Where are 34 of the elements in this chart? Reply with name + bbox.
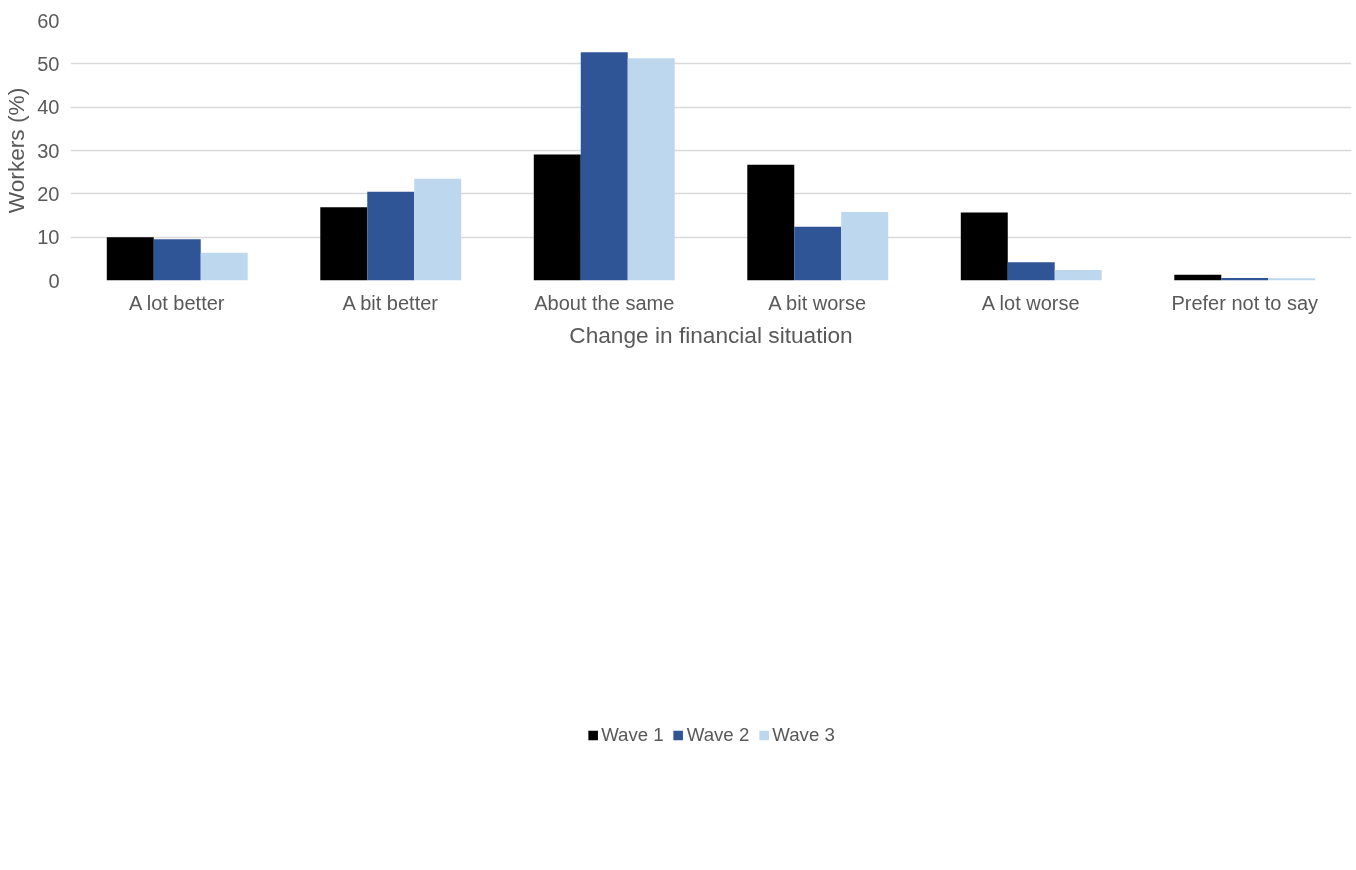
y-axis-title: Workers (%) — [3, 87, 30, 214]
y-tick-label: 50 — [37, 52, 60, 75]
bar — [1054, 270, 1102, 281]
legend-label: Wave 2 — [686, 723, 750, 746]
bar — [841, 212, 889, 281]
bar — [533, 154, 581, 281]
x-tick-label: Prefer not to say — [1171, 291, 1319, 314]
y-tick-label: 60 — [37, 9, 60, 32]
legend-label: Wave 1 — [601, 723, 664, 746]
bar — [106, 237, 154, 281]
x-axis-title: Change in financial situation — [569, 321, 853, 348]
bar — [153, 239, 201, 281]
x-tick-label: A bit better — [342, 291, 439, 314]
legend-label: Wave 3 — [772, 723, 835, 746]
bar — [414, 178, 462, 281]
y-tick-label: 40 — [37, 96, 60, 119]
bar — [200, 252, 248, 281]
bar — [960, 212, 1008, 281]
bar — [367, 191, 415, 281]
bar — [794, 226, 842, 281]
x-tick-label: A lot better — [128, 291, 225, 314]
x-tick-label: A bit worse — [768, 291, 867, 314]
bar — [1268, 278, 1316, 281]
y-tick-label: 30 — [37, 139, 60, 162]
y-tick-label: 20 — [37, 182, 60, 205]
y-tick-label: 0 — [48, 269, 60, 292]
bar — [1007, 262, 1055, 281]
bar — [320, 207, 368, 281]
x-tick-label: About the same — [534, 291, 675, 314]
x-tick-label: A lot worse — [981, 291, 1080, 314]
bar — [627, 58, 675, 281]
bar — [747, 164, 795, 281]
y-tick-label: 10 — [37, 226, 60, 249]
bar — [580, 52, 628, 281]
